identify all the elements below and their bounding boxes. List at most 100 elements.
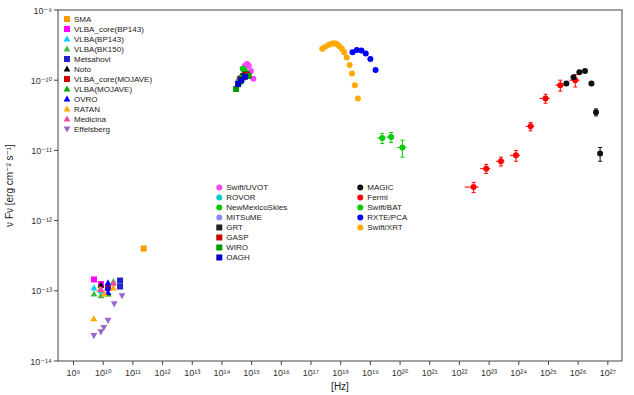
point [363, 51, 369, 57]
error-cap [529, 122, 533, 123]
error-cap [472, 192, 476, 193]
point [373, 67, 379, 73]
y-tick-label: 10⁻¹⁴ [30, 357, 52, 367]
legend-label: SMA [74, 15, 92, 24]
legend-label: VLBA(MOJAVE) [74, 85, 132, 94]
x-tick-label: 10¹⁹ [362, 368, 379, 378]
series [141, 246, 147, 252]
point [597, 151, 603, 157]
legend-label: MAGIC [367, 183, 393, 192]
x-tick [103, 361, 104, 365]
legend-marker [216, 194, 222, 200]
plot-area [90, 40, 603, 339]
x-tick-label: 10¹⁷ [303, 368, 319, 378]
legend: MAGICFermiSwift/BATRXTE/PCASwift/XRT [357, 183, 408, 232]
point [588, 80, 594, 86]
series [377, 132, 406, 157]
error-cap [380, 143, 384, 144]
x-tick [607, 361, 608, 365]
legend-marker [64, 105, 71, 111]
error-cap [598, 161, 602, 162]
legend-marker [64, 95, 71, 101]
legend-marker [216, 244, 222, 250]
x-tick-label: 10²² [451, 368, 467, 378]
point [111, 301, 118, 307]
point [352, 82, 358, 88]
legend-marker [64, 35, 71, 41]
legend-label: GASP [226, 233, 248, 242]
y-tick-label: 10⁻¹¹ [31, 146, 52, 156]
x-tick [548, 361, 549, 365]
point [117, 284, 123, 290]
error-cap [529, 130, 533, 131]
legend-label: ROVOR [226, 193, 256, 202]
x-tick-label: 10¹¹ [125, 368, 141, 378]
point [105, 318, 112, 324]
legend-marker [357, 214, 363, 220]
point [399, 144, 405, 150]
error-cap [514, 161, 518, 162]
legend-marker [64, 126, 71, 132]
x-tick [400, 361, 401, 365]
legend-label: VLBA(BP143) [74, 35, 124, 44]
point [543, 95, 549, 101]
legend-label: Fermi [367, 193, 388, 202]
x-tick [578, 361, 579, 365]
legend-marker [64, 56, 70, 62]
legend-marker [357, 184, 363, 190]
error-cap [558, 80, 562, 81]
point [110, 280, 117, 286]
error-cap [598, 147, 602, 148]
x-tick-label: 10²¹ [422, 368, 438, 378]
x-tick [73, 361, 74, 365]
point [341, 49, 347, 55]
y-tick [54, 80, 58, 81]
series [242, 61, 256, 82]
series [98, 280, 117, 292]
point [90, 315, 97, 321]
point [117, 278, 123, 284]
point [344, 55, 350, 61]
error-cap [389, 142, 393, 143]
x-tick [459, 361, 460, 365]
point [90, 333, 97, 339]
series [563, 68, 603, 161]
x-tick-label: 10¹⁰ [95, 368, 112, 378]
point [471, 184, 477, 190]
error-cap [484, 173, 488, 174]
series [465, 75, 580, 193]
point [557, 82, 563, 88]
x-tick [489, 361, 490, 365]
error-cap [389, 132, 393, 133]
point [91, 276, 97, 282]
legend-marker [216, 214, 222, 220]
x-tick-label: 10¹⁶ [273, 368, 290, 378]
series [349, 47, 378, 73]
x-tick [340, 361, 341, 365]
error-cap [558, 91, 562, 92]
x-tick-label: 10²⁷ [600, 368, 616, 378]
x-tick [310, 361, 311, 365]
plot-frame [58, 10, 622, 361]
point [513, 152, 519, 158]
series [319, 40, 361, 101]
legend-marker [64, 76, 70, 82]
legend-marker [64, 16, 70, 22]
legend-marker [216, 234, 222, 240]
x-axis-label: [Hz] [331, 381, 349, 392]
series [90, 293, 125, 339]
point [593, 109, 599, 115]
x-tick-label: 10²⁴ [510, 368, 527, 378]
x-tick [132, 361, 133, 365]
legend-marker [216, 224, 222, 230]
legend-label: RATAN [74, 105, 100, 114]
error-cap [573, 87, 577, 88]
point [119, 293, 126, 299]
point [246, 63, 252, 69]
error-cap [544, 94, 548, 95]
point [349, 70, 355, 76]
series [91, 278, 117, 298]
point [388, 134, 394, 140]
legend-label: VLBA_core(MOJAVE) [74, 75, 152, 84]
point [483, 166, 489, 172]
